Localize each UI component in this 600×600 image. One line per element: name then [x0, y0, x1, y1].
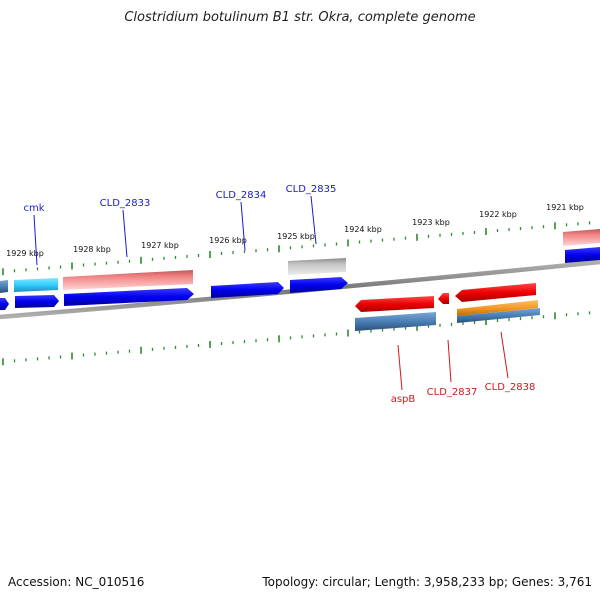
scale-label: 1925 kbp	[277, 232, 315, 241]
genome-summary: Topology: circular; Length: 3,958,233 bp…	[262, 575, 592, 589]
gene-label-cld-2833: CLD_2833	[100, 198, 151, 209]
gene-label-cmk: cmk	[23, 203, 44, 214]
gene-label-cld-2835: CLD_2835	[286, 184, 337, 195]
scale-label: 1928 kbp	[73, 245, 111, 254]
leader-line-cld-2834	[240, 201, 246, 251]
gene-feature-cmk-cds	[14, 278, 58, 292]
gene-feature-rrna-pink	[63, 270, 193, 290]
gene-arrow-cld-2837	[438, 293, 449, 304]
scale-label: 1922 kbp	[479, 210, 517, 219]
gene-label-cld-2838: CLD_2838	[485, 382, 536, 393]
gene-feature-cld-2838-orange	[457, 300, 538, 316]
scale-label: 1924 kbp	[344, 225, 382, 234]
scale-label: 1926 kbp	[209, 236, 247, 245]
genome-title: Clostridium botulinum B1 str. Okra, comp…	[124, 10, 476, 25]
scale-label: 1921 kbp	[546, 203, 584, 212]
leader-line-cld-2838	[500, 331, 509, 379]
gene-arrow-cld-2835	[290, 277, 348, 293]
scale-labels: 1929 kbp 1928 kbp 1927 kbp 1926 kbp 1925 kbp…	[6, 203, 584, 258]
gene-feature-steelblue-left	[0, 280, 8, 293]
gene-arrow-aspb	[355, 296, 434, 312]
gene-label-aspb: aspB	[391, 394, 416, 405]
inner-scale-ticks	[2, 311, 591, 366]
scale-label: 1923 kbp	[412, 218, 450, 227]
outer-scale-ticks	[2, 221, 591, 276]
gene-arrow-cld-2834	[211, 282, 284, 298]
gene-feature-rrna-pink-right	[563, 229, 600, 246]
gene-arrow-cld-2833	[64, 288, 194, 306]
gene-label-cld-2837: CLD_2837	[427, 387, 478, 398]
leader-line-cmk	[33, 214, 38, 266]
accession-label: Accession: NC_010516	[8, 575, 145, 589]
gene-label-cld-2834: CLD_2834	[216, 190, 267, 201]
gene-feature-aspb-cds	[355, 312, 436, 331]
leader-line-cld-2837	[447, 339, 452, 383]
gene-feature-grey-cds	[288, 258, 346, 275]
leader-line-aspb	[397, 344, 403, 391]
gene-arrow-fwd-edge	[0, 298, 9, 310]
gene-arrow-fwd-right	[565, 247, 600, 263]
leader-line-cld-2835	[310, 195, 317, 245]
scale-label: 1927 kbp	[141, 241, 179, 250]
gene-arrow-cld-2838	[455, 283, 536, 302]
scale-label: 1929 kbp	[6, 249, 44, 258]
gene-feature-cld-2838-steelblue	[457, 308, 540, 323]
gene-arrow-cmk	[15, 295, 59, 308]
leader-line-cld-2833	[122, 209, 128, 258]
